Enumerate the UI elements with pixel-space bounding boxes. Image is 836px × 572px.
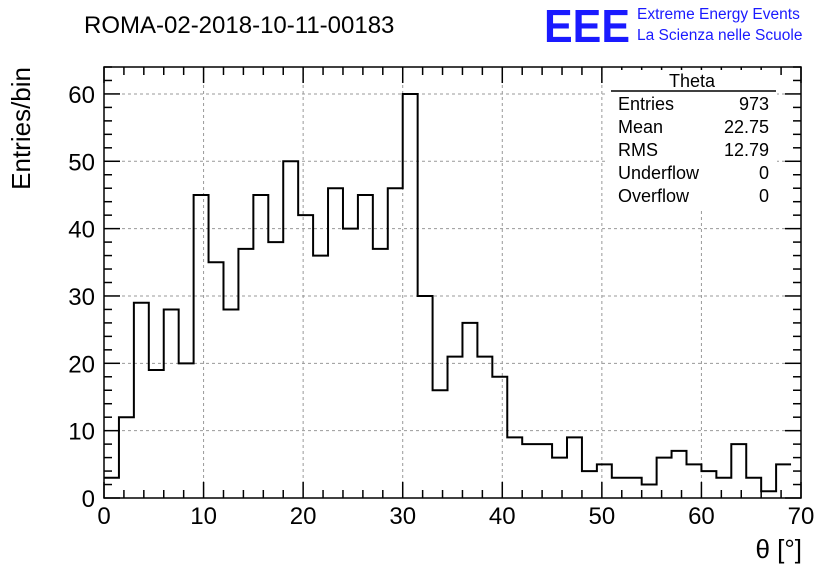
x-tick-label: 50 [589, 503, 616, 530]
x-tick-label: 40 [489, 503, 516, 530]
x-tick-label: 30 [389, 503, 416, 530]
y-axis-label: Entries/bin [6, 67, 36, 190]
chart-title: ROMA-02-2018-10-11-00183 [84, 12, 394, 39]
x-tick-label: 0 [97, 503, 110, 530]
stats-box: Theta Entries 973 Mean 22.75 RMS 12.79 Underfl… [607, 70, 777, 210]
stats-label: Entries [618, 94, 674, 114]
x-tick-labels: 0 10 20 30 40 50 60 70 [97, 503, 814, 530]
stats-value: 22.75 [724, 117, 769, 137]
y-tick-label: 60 [68, 82, 95, 109]
stats-value: 12.79 [724, 140, 769, 160]
eee-logo: EEE Extreme Energy Events La Scienza nel… [544, 0, 802, 52]
y-tick-label: 20 [68, 351, 95, 378]
x-tick-label: 10 [190, 503, 217, 530]
plot-frame [103, 66, 802, 499]
logo-line-2: La Scienza nelle Scuole [637, 27, 802, 44]
y-tick-label: 10 [68, 419, 95, 446]
stats-label: Overflow [618, 186, 690, 206]
y-tick-label: 40 [68, 217, 95, 244]
stats-rows: Entries 973 Mean 22.75 RMS 12.79 Underflow 0 Ove… [618, 94, 769, 206]
logo-line-1: Extreme Energy Events [637, 6, 800, 23]
stats-value: 0 [759, 186, 769, 206]
y-tick-label: 30 [68, 284, 95, 311]
histogram-outline [104, 92, 792, 493]
x-axis-label: θ [°] [755, 534, 802, 564]
stats-label: Underflow [618, 163, 700, 183]
x-tick-label: 60 [688, 503, 715, 530]
x-tick-label: 20 [290, 503, 317, 530]
stats-value: 973 [739, 94, 769, 114]
grid-lines [104, 67, 801, 498]
stats-label: RMS [618, 140, 658, 160]
stats-label: Mean [618, 117, 663, 137]
logo-mark: EEE [544, 0, 630, 52]
x-tick-label: 70 [788, 503, 815, 530]
y-tick-labels: 0 10 20 30 40 50 60 [68, 82, 95, 513]
stats-title: Theta [669, 71, 716, 91]
stats-value: 0 [759, 163, 769, 183]
y-tick-label: 0 [82, 486, 95, 513]
y-tick-label: 50 [68, 149, 95, 176]
